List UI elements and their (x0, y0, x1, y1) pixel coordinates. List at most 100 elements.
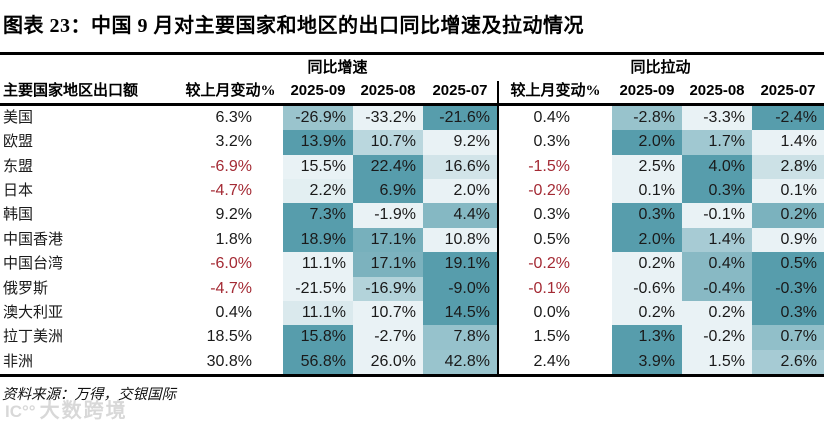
pull-value-cell: 2.5% (612, 154, 682, 180)
pull-value-cell: -2.4% (752, 106, 824, 131)
col-header-pull-2025-08: 2025-08 (689, 82, 745, 99)
growth-mom-change-cell: 30.8% (206, 352, 252, 370)
pull-mom-change-cell: 1.5% (497, 325, 612, 350)
growth-value-cell: 2.0% (423, 179, 497, 204)
growth-value-cell: 10.8% (423, 227, 497, 253)
pull-value-cell: 2.6% (752, 349, 824, 374)
growth-value-cell: 11.1% (283, 300, 353, 326)
growth-value-cell: -26.9% (283, 106, 353, 131)
pull-mom-change-cell: -0.2% (497, 179, 612, 204)
pull-value-cell: 2.8% (752, 154, 824, 180)
group-header-row: 同比增速 同比拉动 (0, 55, 824, 81)
pull-value-cell: 1.7% (682, 130, 752, 155)
growth-mom-change-cell: 1.8% (215, 230, 252, 248)
table-row: 非洲 30.8% 56.8% 26.0% 42.8% 2.4% 3.9% 1.5% 2.6% (0, 349, 824, 374)
row-label: 中国香港 (3, 231, 64, 248)
row-label: 澳大利亚 (3, 304, 64, 321)
growth-value-cell: 16.6% (423, 154, 497, 180)
growth-value-cell: -33.2% (353, 106, 423, 131)
row-label: 拉丁美洲 (3, 329, 64, 346)
pull-value-cell: -0.4% (682, 276, 752, 301)
pull-value-cell: 0.2% (612, 300, 682, 326)
watermark-text: 大数跨境 (39, 400, 128, 422)
pull-value-cell: -0.3% (752, 276, 824, 301)
export-table: 同比增速 同比拉动 主要国家地区出口额 较上月变动% 2025-09 2025-… (0, 55, 824, 377)
growth-value-cell: 6.9% (353, 179, 423, 204)
watermark-logo-icon: IC°° (5, 402, 36, 421)
growth-value-cell: 17.1% (353, 252, 423, 277)
table-row: 中国台湾 -6.0% 11.1% 17.1% 19.1% -0.2% 0.2% 0.4% 0.5… (0, 252, 824, 277)
pull-value-cell: 2.0% (612, 227, 682, 253)
col-header-pull-mom: 较上月变动% (497, 81, 612, 103)
row-label: 日本 (3, 183, 34, 200)
pull-value-cell: 2.0% (612, 130, 682, 155)
growth-value-cell: 7.3% (283, 203, 353, 228)
pull-value-cell: 1.4% (682, 227, 752, 253)
growth-value-cell: 15.8% (283, 325, 353, 350)
growth-mom-change-cell: 9.2% (215, 206, 252, 224)
row-label: 东盟 (3, 158, 34, 175)
watermark: IC°° 大数跨境 (5, 394, 128, 423)
pull-value-cell: 3.9% (612, 349, 682, 374)
table-row: 俄罗斯 -4.7% -21.5% -16.9% -9.0% -0.1% -0.6% -0.4%… (0, 276, 824, 301)
pull-value-cell: -0.1% (682, 203, 752, 228)
growth-value-cell: 7.8% (423, 325, 497, 350)
growth-value-cell: 56.8% (283, 349, 353, 374)
pull-value-cell: 0.9% (752, 227, 824, 253)
col-header-pull-2025-09: 2025-09 (619, 82, 675, 99)
pull-value-cell: 0.5% (752, 252, 824, 277)
growth-value-cell: 18.9% (283, 227, 353, 253)
growth-value-cell: -1.9% (353, 203, 423, 228)
column-header-row: 主要国家地区出口额 较上月变动% 2025-09 2025-08 2025-07… (0, 81, 824, 106)
pull-mom-change-cell: -0.1% (497, 276, 612, 301)
chart-title: 图表 23：中国 9 月对主要国家和地区的出口同比增速及拉动情况 (0, 0, 824, 55)
pull-mom-change-cell: 0.5% (497, 227, 612, 253)
row-label: 韩国 (3, 207, 34, 224)
pull-value-cell: 4.0% (682, 154, 752, 180)
pull-value-cell: 1.3% (612, 325, 682, 350)
pull-mom-change-cell: 0.3% (497, 130, 612, 155)
growth-value-cell: 42.8% (423, 349, 497, 374)
source-note: 资料来源：万得，交银国际 (2, 386, 176, 403)
growth-value-cell: 11.1% (283, 252, 353, 277)
group-label-growth: 同比增速 (307, 60, 368, 76)
table-body: 美国 6.3% -26.9% -33.2% -21.6% 0.4% -2.8% -3.3% -2… (0, 106, 824, 377)
pull-value-cell: 1.4% (752, 130, 824, 155)
table-row: 韩国 9.2% 7.3% -1.9% 4.4% 0.3% 0.3% -0.1% 0.2% (0, 203, 824, 228)
row-label: 中国台湾 (3, 256, 64, 273)
growth-value-cell: -21.6% (423, 106, 497, 131)
growth-value-cell: -21.5% (283, 276, 353, 301)
table-row: 东盟 -6.9% 15.5% 22.4% 16.6% -1.5% 2.5% 4.0% 2.8% (0, 154, 824, 180)
growth-value-cell: 26.0% (353, 349, 423, 374)
pull-value-cell: 0.2% (682, 300, 752, 326)
pull-value-cell: 0.3% (612, 203, 682, 228)
growth-mom-change-cell: -6.0% (210, 255, 252, 273)
col-header-growth-2025-09: 2025-09 (290, 82, 346, 99)
growth-value-cell: 4.4% (423, 203, 497, 228)
group-label-pull: 同比拉动 (630, 60, 691, 76)
table-row: 澳大利亚 0.4% 11.1% 10.7% 14.5% 0.0% 0.2% 0.2% 0.3% (0, 300, 824, 326)
pull-value-cell: 0.7% (752, 325, 824, 350)
pull-mom-change-cell: 2.4% (497, 349, 612, 374)
pull-value-cell: 0.3% (682, 179, 752, 204)
growth-value-cell: 2.2% (283, 179, 353, 204)
pull-mom-change-cell: 0.0% (497, 300, 612, 326)
growth-mom-change-cell: -4.7% (210, 182, 252, 200)
growth-value-cell: -2.7% (353, 325, 423, 350)
pull-value-cell: 0.2% (612, 252, 682, 277)
pull-value-cell: 0.1% (752, 179, 824, 204)
row-label: 俄罗斯 (3, 280, 49, 297)
growth-value-cell: 10.7% (353, 300, 423, 326)
row-header-label: 主要国家地区出口额 (3, 83, 139, 99)
pull-value-cell: -0.2% (682, 325, 752, 350)
growth-mom-change-cell: 0.4% (215, 303, 252, 321)
pull-mom-change-cell: -0.2% (497, 252, 612, 277)
row-label: 非洲 (3, 353, 34, 370)
col-header-growth-2025-07: 2025-07 (432, 82, 488, 99)
table-row: 中国香港 1.8% 18.9% 17.1% 10.8% 0.5% 2.0% 1.4% 0.9% (0, 227, 824, 253)
pull-value-cell: -3.3% (682, 106, 752, 131)
growth-value-cell: 9.2% (423, 130, 497, 155)
growth-value-cell: -16.9% (353, 276, 423, 301)
table-row: 美国 6.3% -26.9% -33.2% -21.6% 0.4% -2.8% -3.3% -2… (0, 106, 824, 131)
pull-mom-change-cell: 0.4% (497, 106, 612, 131)
